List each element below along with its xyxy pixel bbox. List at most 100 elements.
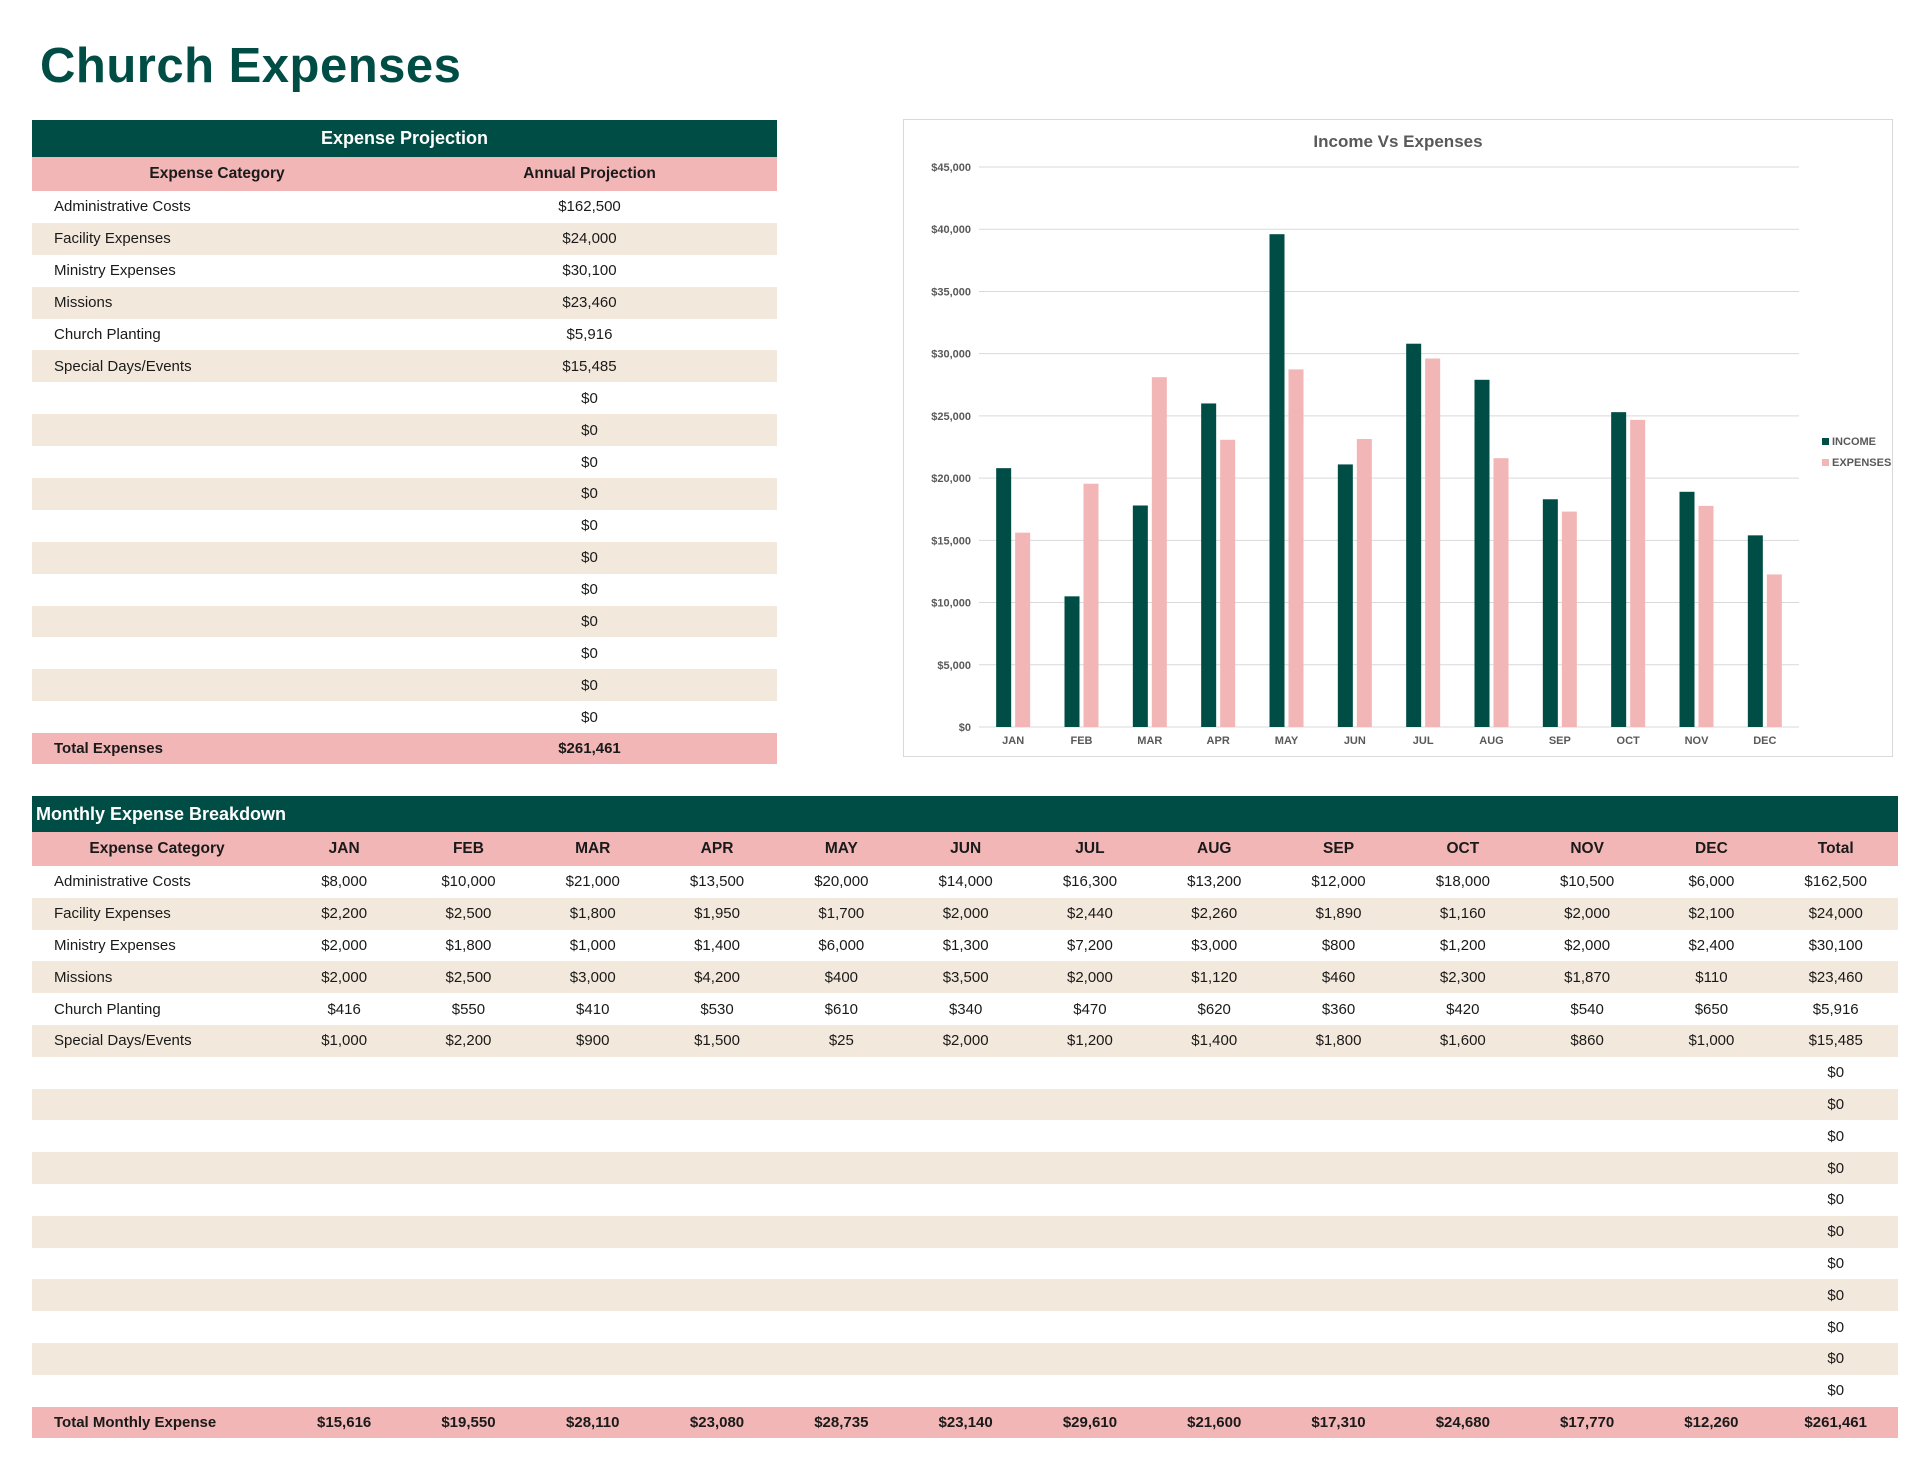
projection-row: Ministry Expenses $30,100 [32,254,777,287]
expenses-bar [1493,458,1509,727]
monthly-value-cell: $2,000 [1066,968,1113,986]
monthly-column-header: APR [700,840,734,857]
x-tick-label: JUN [1344,735,1366,747]
monthly-value-cell: $0 [1827,1318,1845,1336]
total-monthly-value-cell: $17,770 [1560,1413,1615,1431]
projection-amount-cell: $0 [581,644,598,662]
monthly-column-header: OCT [1446,840,1480,857]
x-tick-label: JUL [1413,735,1434,747]
monthly-value-cell: $8,000 [321,873,368,891]
monthly-value-cell: $0 [1827,1223,1845,1241]
projection-row: $0 [32,414,777,447]
page-title: Church Expenses [40,39,462,93]
monthly-value-cell: $650 [1694,1000,1729,1018]
monthly-value-cell: $3,000 [1191,936,1238,954]
monthly-category-cell: Administrative Costs [54,873,191,891]
monthly-value-cell: $20,000 [814,873,869,891]
monthly-value-cell: $530 [700,1000,734,1018]
y-tick-label: $20,000 [931,473,971,485]
projection-row: $0 [32,509,777,542]
monthly-value-cell: $0 [1827,1127,1845,1145]
monthly-row: $0 [32,1374,1898,1407]
total-monthly-value-cell: $28,735 [814,1413,869,1431]
monthly-value-cell: $2,200 [321,905,368,923]
column-header-category: Expense Category [149,165,285,182]
monthly-column-header: NOV [1570,840,1604,857]
income-vs-expenses-chart: Income Vs Expenses $0 $5,000 $10,000 $15,00… [903,119,1893,757]
monthly-value-cell: $0 [1827,1191,1845,1209]
monthly-value-cell: $610 [824,1000,859,1018]
monthly-row: $0 [32,1279,1898,1312]
total-expenses-label: Total Expenses [54,740,163,758]
monthly-value-cell: $1,000 [321,1032,368,1050]
monthly-value-cell: $2,000 [321,968,368,986]
monthly-column-header: SEP [1323,840,1355,857]
projection-category-cell: Special Days/Events [54,357,192,375]
monthly-value-cell: $1,400 [694,936,740,954]
monthly-category-cell: Facility Expenses [54,905,171,923]
monthly-value-cell: $1,300 [942,936,989,954]
monthly-value-cell: $10,000 [441,873,496,891]
projection-amount-cell: $5,916 [566,326,613,343]
monthly-value-cell: $1,800 [569,905,616,923]
monthly-row: Administrative Costs $8,000 $10,000 $21,000… [32,866,1898,898]
y-tick-label: $30,000 [931,349,971,361]
monthly-row: $0 [32,1215,1898,1248]
monthly-value-cell: $14,000 [938,873,993,891]
projection-amount-cell: $23,460 [562,294,617,312]
income-bar [1269,234,1285,727]
expenses-bar [1425,358,1441,727]
y-tick-label: $10,000 [931,598,971,610]
income-bar [996,468,1012,727]
monthly-value-cell: $15,485 [1808,1032,1863,1050]
monthly-row: Ministry Expenses $2,000 $1,800 $1,000 $1,40… [32,929,1898,962]
monthly-value-cell: $4,200 [694,968,740,986]
monthly-value-cell: $110 [1695,968,1728,986]
projection-amount-cell: $0 [581,549,598,567]
income-bar [1474,379,1490,727]
monthly-value-cell: $0 [1827,1159,1845,1177]
y-tick-label: $40,000 [931,224,971,236]
projection-category-cell: Ministry Expenses [54,262,176,280]
projection-category-cell: Church Planting [54,326,161,343]
projection-row: Administrative Costs $162,500 [32,191,777,223]
projection-row: $0 [32,382,777,415]
monthly-value-cell: $3,000 [569,968,616,986]
monthly-value-cell: $2,000 [942,1032,989,1050]
monthly-value-cell: $12,000 [1311,873,1366,891]
monthly-total-row: Total Monthly Expense $15,616 $19,550 $28,1… [32,1406,1898,1438]
income-bar [1201,403,1217,727]
monthly-row: Special Days/Events $1,000 $2,200 $900 $1,50… [32,1024,1898,1057]
x-tick-label: AUG [1479,735,1503,747]
legend-expenses-label: EXPENSES [1832,457,1891,469]
monthly-row: $0 [32,1056,1898,1089]
projection-row: Church Planting $5,916 [32,318,777,351]
monthly-row: $0 [32,1120,1898,1153]
expenses-bar [1015,532,1031,727]
monthly-row: Missions $2,000 $2,500 $3,000 $4,200 $400 $3,5… [32,961,1898,994]
projection-amount-cell: $0 [581,421,598,439]
monthly-value-cell: $10,500 [1560,873,1615,891]
monthly-value-cell: $1,200 [1066,1032,1113,1050]
monthly-row: $0 [32,1342,1898,1375]
monthly-category-cell: Ministry Expenses [54,936,176,954]
income-bar [1064,596,1080,727]
monthly-value-cell: $13,500 [689,873,745,891]
projection-row: $0 [32,605,777,638]
monthly-value-cell: $7,200 [1066,936,1113,954]
monthly-value-cell: $0 [1827,1095,1845,1113]
projection-row: $0 [32,446,777,479]
monthly-value-cell: $550 [451,1000,486,1018]
monthly-value-cell: $3,500 [942,968,989,986]
y-tick-label: $5,000 [937,660,971,672]
monthly-value-cell: $360 [1321,1000,1356,1018]
monthly-value-cell: $460 [1321,968,1356,986]
column-header-annual-projection: Annual Projection [523,165,656,182]
monthly-value-cell: $1,600 [1439,1032,1486,1050]
monthly-value-cell: $1,200 [1439,936,1486,954]
monthly-value-cell: $420 [1446,1000,1480,1018]
expenses-bar [1630,419,1646,727]
income-bar [1747,535,1763,727]
monthly-value-cell: $0 [1827,1382,1845,1400]
monthly-value-cell: $13,200 [1187,873,1242,891]
